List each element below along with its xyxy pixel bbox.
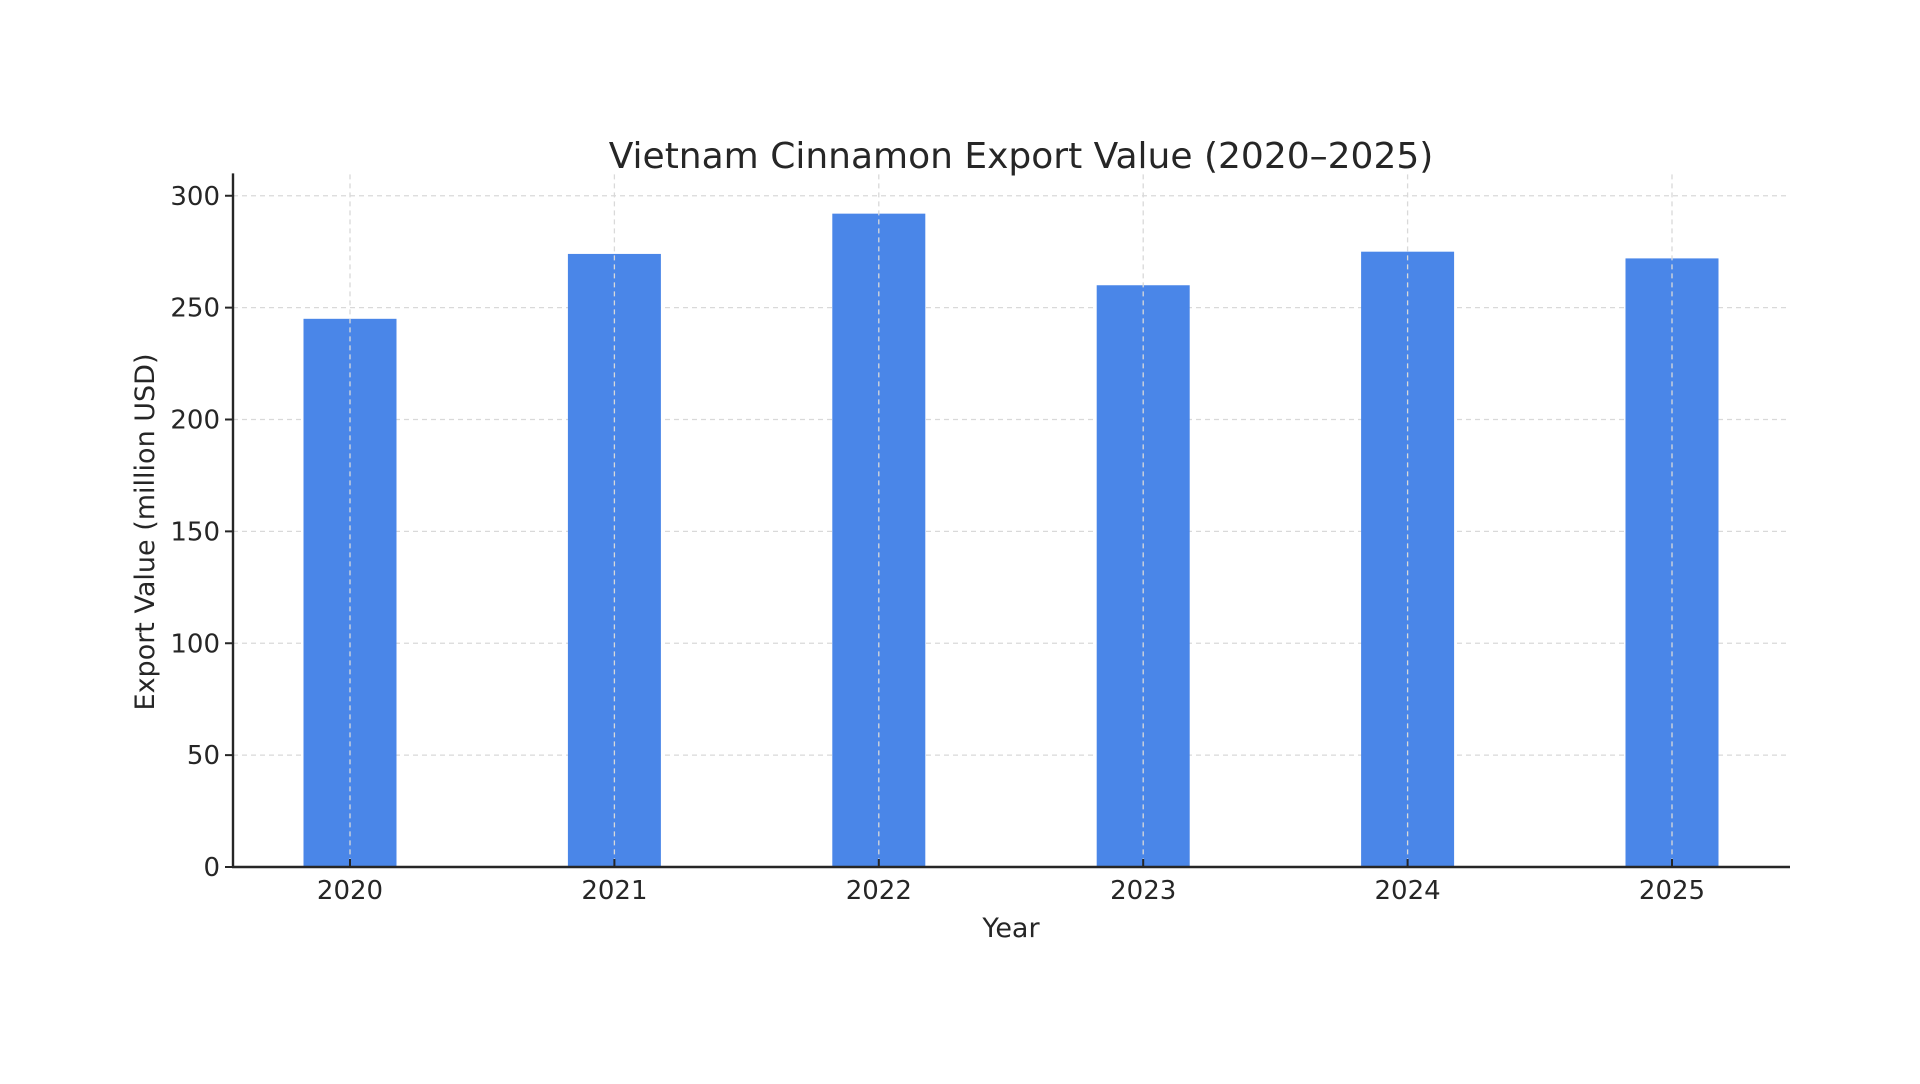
x-tick-label: 2025 bbox=[1639, 876, 1705, 906]
bar-2024 bbox=[1361, 251, 1455, 867]
bars bbox=[303, 213, 1719, 868]
axes bbox=[231, 173, 1790, 869]
x-tick-label: 2024 bbox=[1375, 876, 1441, 906]
y-tick-label: 50 bbox=[187, 741, 220, 771]
x-tick-label: 2021 bbox=[581, 876, 647, 906]
vertical-grid-lines bbox=[349, 174, 1673, 867]
x-axis-ticks: 2020 2021 2022 2023 2024 2025 bbox=[317, 859, 1705, 906]
y-axis-label: Export Value (million USD) bbox=[130, 354, 161, 711]
y-tick-label: 300 bbox=[170, 182, 220, 212]
y-tick-label: 150 bbox=[170, 517, 220, 547]
y-tick-label: 250 bbox=[170, 294, 220, 324]
x-tick-label: 2022 bbox=[846, 876, 912, 906]
y-tick-label: 100 bbox=[170, 629, 220, 659]
y-tick-label: 200 bbox=[170, 406, 220, 436]
grid-lines bbox=[233, 195, 1790, 756]
x-axis-label: Year bbox=[981, 913, 1040, 944]
x-tick-label: 2020 bbox=[317, 876, 383, 906]
y-tick-label: 0 bbox=[203, 853, 220, 883]
y-axis-ticks: 0 50 100 150 200 250 300 bbox=[170, 182, 233, 883]
x-tick-label: 2023 bbox=[1110, 876, 1176, 906]
chart-title: Vietnam Cinnamon Export Value (2020–2025… bbox=[609, 136, 1434, 177]
